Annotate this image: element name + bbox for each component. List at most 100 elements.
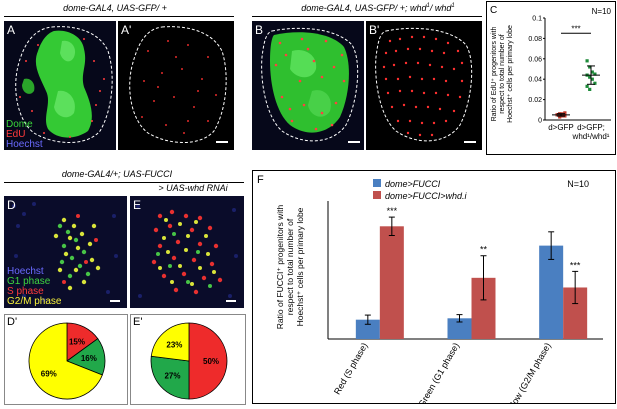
chart-c-point <box>563 111 567 115</box>
scale-bar-d <box>110 300 120 302</box>
chart-c-ylabel-line: Hoechst⁺ cells per primary lobe <box>507 25 514 123</box>
micrograph-panel-a-prime: A' <box>118 21 234 150</box>
genotype-label-bottom-left: dome-GAL4/+; UAS-FUCCI <box>61 169 173 179</box>
chart-c-xtick-label: d>GFP; <box>577 123 605 132</box>
chart-f-bar <box>539 245 564 339</box>
legend-d-g1: G1 phase <box>7 276 51 287</box>
panel-letter-c: C <box>490 5 497 16</box>
chart-f-ylabel-line: Hoechst⁺ cells per primary lobe <box>295 207 305 326</box>
legend-d-g2m: G2/M phase <box>7 296 62 307</box>
micrograph-a-image <box>15 26 113 143</box>
chart-panel-c: C N=10 Ratio of EdU⁺ progenitors with res… <box>486 1 616 155</box>
chart-c-ytick-label: 0.04 <box>528 77 542 84</box>
micrograph-panel-e: E <box>130 196 244 308</box>
legend-d-s: S phase <box>7 286 44 297</box>
micrograph-a-prime-image <box>129 26 227 143</box>
pie-slice-label: 27% <box>164 372 180 381</box>
chart-c-point <box>585 59 589 63</box>
panel-letter-a: A <box>7 23 16 37</box>
chart-f-xtick-label: Red (S phase) <box>332 341 370 396</box>
genotype-label-top-left: dome-GAL4, UAS-GFP/ + <box>63 3 167 13</box>
chart-c-point <box>588 65 592 69</box>
chart-f-n-label: N=10 <box>567 179 589 189</box>
chart-c-point <box>588 75 592 79</box>
chart-c-point <box>590 70 594 74</box>
scale-bar-e <box>226 300 236 302</box>
chart-c-ylabel-line: respect to total number of <box>499 34 506 113</box>
pie-slice <box>188 322 228 400</box>
scale-bar-b <box>348 141 360 143</box>
micrograph-b-prime-image <box>375 27 473 142</box>
micrograph-panel-b-prime: B' <box>366 21 482 150</box>
panel-letter-d: D <box>7 198 16 212</box>
chart-c-point <box>558 115 562 119</box>
legend-a-dome: Dome <box>6 119 33 130</box>
panel-letter-d-prime: D' <box>7 316 18 328</box>
genotype-underline-top-left <box>4 16 234 17</box>
chart-f-bar <box>447 318 472 339</box>
genotype-label-top-mid: dome-GAL4, UAS-GFP/ +; whd1/ whd1 <box>301 3 455 13</box>
legend-d-hoechst: Hoechst <box>7 266 44 277</box>
panel-letter-f: F <box>257 174 264 186</box>
chart-c-n-label: N=10 <box>592 7 612 16</box>
pie-e-prime-svg: 50% 27% 23% <box>150 322 228 400</box>
chart-c-ytick-label: 0.06 <box>528 56 542 63</box>
legend-swatch <box>373 179 381 187</box>
chart-c-ylabel-line: Ratio of EdU⁺ progenitors with <box>491 27 498 122</box>
micrograph-panel-d: D Hoechst G1 phase S phase G2/M phase <box>4 196 127 308</box>
legend-swatch <box>373 191 381 199</box>
genotype-underline-top-mid <box>252 16 482 17</box>
chart-c-svg: C N=10 Ratio of EdU⁺ progenitors with res… <box>490 5 612 141</box>
pie-slice-label: 16% <box>81 354 97 363</box>
pie-slice-label: 50% <box>203 357 219 366</box>
pie-slice-label: 15% <box>69 337 85 346</box>
chart-f-svg: F N=10 dome>FUCCI dome>FUCCI>whd.i Ratio … <box>257 174 603 409</box>
chart-c-significance-label: *** <box>571 24 580 33</box>
micrograph-b-image <box>261 27 359 142</box>
micrograph-panel-a: A Dome EdU Hoechst <box>4 21 116 150</box>
pie-slice-label: 69% <box>41 369 57 378</box>
pie-panel-e-prime: E' 50% 27% 23% <box>130 314 246 405</box>
legend-a-edu: EdU <box>6 129 26 140</box>
chart-f-significance-label: *** <box>570 260 581 270</box>
panel-letter-b: B <box>255 23 264 37</box>
chart-f-ylabel: Ratio of FUCCI⁺ progenitors with respect … <box>275 204 305 329</box>
pie-panel-d-prime: D' 15% 16% 69% <box>4 314 128 405</box>
chart-c-point <box>585 84 589 88</box>
chart-f-significance-label: ** <box>480 245 488 255</box>
chart-f-bar <box>379 226 404 339</box>
panel-letter-e-prime: E' <box>133 316 143 328</box>
genotype-label-bottom-mid: > UAS-whd RNAi <box>158 183 228 193</box>
chart-c-point <box>588 87 592 91</box>
chart-f-bar <box>355 319 380 339</box>
micrograph-e-image <box>136 204 238 298</box>
scale-bar-a-prime <box>216 141 228 143</box>
chart-f-ylabel-line: Ratio of FUCCI⁺ progenitors with <box>275 204 285 329</box>
pie-slice <box>150 355 190 400</box>
micrograph-panel-b: B <box>252 21 364 150</box>
chart-f-xtick-label: Yellow (G2/M phase) <box>503 341 553 403</box>
chart-c-ytick-label: 0.08 <box>528 36 542 43</box>
scale-bar-b-prime <box>464 141 476 143</box>
chart-c-xtick-label: whd¹/whd¹ <box>572 132 610 141</box>
chart-f-xtick-label: Green (G1 phase) <box>416 341 461 403</box>
chart-c-point <box>590 77 594 81</box>
chart-panel-f: F N=10 dome>FUCCI dome>FUCCI>whd.i Ratio … <box>252 170 616 409</box>
chart-c-ytick-label: 0.1 <box>532 16 542 23</box>
panel-letter-e: E <box>133 198 142 212</box>
pie-slice-label: 23% <box>166 340 182 349</box>
chart-f-significance-label: *** <box>387 206 398 216</box>
chart-f-ylabel-line: respect to total number of <box>285 218 295 315</box>
legend-a-hoechst: Hoechst <box>6 139 43 150</box>
pie-slice <box>28 322 103 400</box>
genotype-underline-bottom-left <box>4 182 244 183</box>
chart-c-ytick-label: 0.02 <box>528 97 542 104</box>
chart-c-xtick-label: d>GFP <box>548 123 574 132</box>
chart-c-point <box>593 72 597 76</box>
legend-label: dome>FUCCI>whd.i <box>385 191 468 201</box>
legend-label: dome>FUCCI <box>385 179 441 189</box>
panel-letter-b-prime: B' <box>369 23 380 37</box>
pie-d-prime-svg: 15% 16% 69% <box>28 322 106 400</box>
pie-slice <box>150 322 190 362</box>
panel-letter-a-prime: A' <box>121 23 132 37</box>
